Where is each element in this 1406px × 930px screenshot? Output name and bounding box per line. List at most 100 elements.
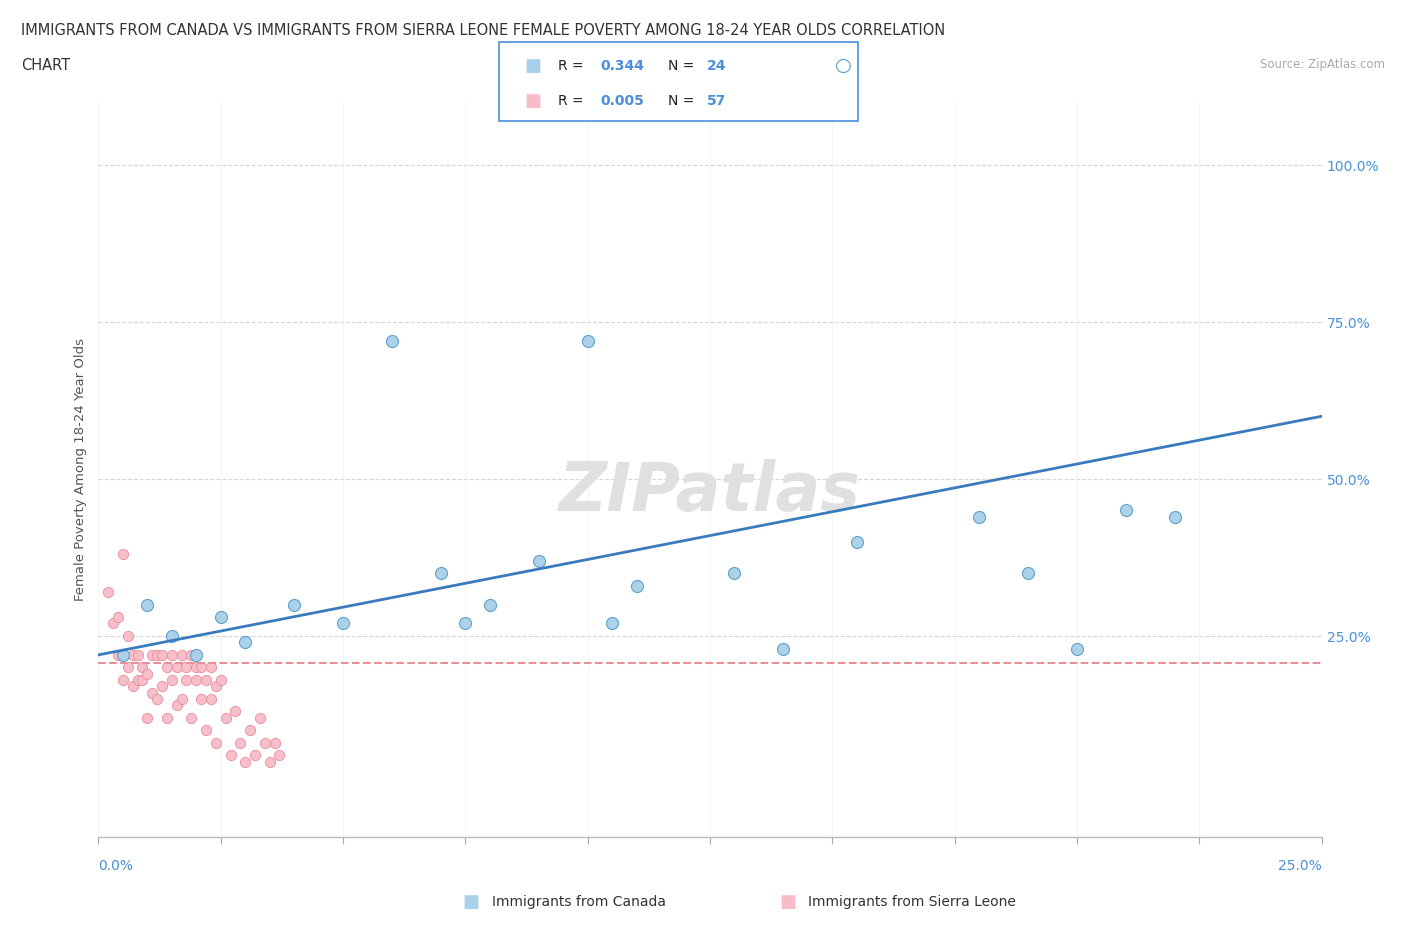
Point (772, 641, 794, 656)
Point (229, 736, 252, 751)
Point (1017, 565, 1039, 580)
Y-axis label: Female Poverty Among 18-24 Year Olds: Female Poverty Among 18-24 Year Olds (75, 339, 87, 601)
Point (176, 660, 198, 675)
Text: ■: ■ (779, 893, 796, 911)
Point (205, 679, 228, 694)
Point (195, 723, 218, 737)
Point (186, 660, 208, 675)
Point (186, 647, 208, 662)
Point (160, 672, 183, 687)
Point (131, 660, 153, 675)
Point (107, 647, 129, 662)
Point (1066, 641, 1088, 656)
Point (214, 711, 236, 725)
Text: N =: N = (668, 94, 699, 108)
Point (430, 565, 453, 580)
Point (527, 553, 550, 568)
Point (97, 585, 120, 600)
Point (166, 698, 188, 712)
Point (283, 597, 305, 612)
Point (263, 736, 285, 751)
Point (127, 647, 149, 662)
Point (111, 647, 134, 662)
Point (723, 565, 745, 580)
Point (195, 672, 218, 687)
Point (1115, 503, 1137, 518)
Point (146, 647, 169, 662)
Point (107, 610, 129, 625)
Point (136, 597, 159, 612)
Point (249, 711, 271, 725)
Point (478, 597, 501, 612)
Point (180, 711, 202, 725)
Text: ○: ○ (835, 56, 852, 75)
Text: Immigrants from Canada: Immigrants from Canada (492, 895, 666, 910)
Text: 0.005: 0.005 (600, 94, 644, 108)
Point (146, 691, 169, 706)
Point (141, 685, 163, 700)
Point (205, 736, 228, 751)
Point (111, 547, 134, 562)
Point (233, 754, 256, 769)
Point (117, 660, 139, 675)
Text: 25.0%: 25.0% (1278, 858, 1322, 872)
Point (156, 660, 179, 675)
Point (186, 672, 208, 687)
Point (233, 635, 256, 650)
Text: IMMIGRANTS FROM CANADA VS IMMIGRANTS FROM SIERRA LEONE FEMALE POVERTY AMONG 18-2: IMMIGRANTS FROM CANADA VS IMMIGRANTS FRO… (21, 23, 945, 38)
Point (454, 616, 477, 631)
Point (127, 672, 149, 687)
Text: 24: 24 (707, 59, 727, 73)
Point (160, 647, 183, 662)
Text: 57: 57 (707, 94, 727, 108)
Point (121, 647, 143, 662)
Point (136, 666, 159, 681)
Point (160, 629, 183, 644)
Text: R =: R = (558, 59, 588, 73)
Text: R =: R = (558, 94, 588, 108)
Point (176, 672, 198, 687)
Point (209, 672, 232, 687)
Point (117, 629, 139, 644)
Point (239, 723, 262, 737)
Point (259, 754, 281, 769)
Text: 0.344: 0.344 (600, 59, 644, 73)
Point (200, 691, 222, 706)
Point (243, 748, 266, 763)
Text: CHART: CHART (21, 58, 70, 73)
Point (131, 672, 153, 687)
Text: N =: N = (668, 59, 699, 73)
Point (170, 691, 193, 706)
Text: ■: ■ (524, 92, 541, 110)
Point (332, 616, 354, 631)
Point (150, 679, 173, 694)
Text: ■: ■ (524, 57, 541, 74)
Point (219, 748, 242, 763)
Point (156, 711, 179, 725)
Point (166, 660, 188, 675)
Point (224, 704, 246, 719)
Point (576, 334, 599, 349)
Point (190, 691, 212, 706)
Point (111, 672, 134, 687)
Text: Immigrants from Sierra Leone: Immigrants from Sierra Leone (808, 895, 1017, 910)
Point (150, 647, 173, 662)
Text: 0.0%: 0.0% (98, 858, 134, 872)
Point (1164, 510, 1187, 525)
Point (253, 736, 276, 751)
Point (626, 578, 648, 593)
Point (200, 660, 222, 675)
Point (269, 748, 291, 763)
Text: Source: ZipAtlas.com: Source: ZipAtlas.com (1260, 58, 1385, 71)
Point (141, 647, 163, 662)
Point (101, 616, 124, 631)
Text: ZIPatlas: ZIPatlas (560, 458, 860, 525)
Point (845, 535, 868, 550)
Point (190, 660, 212, 675)
Point (967, 510, 990, 525)
Point (209, 610, 232, 625)
Point (121, 679, 143, 694)
Point (180, 647, 202, 662)
Text: ■: ■ (463, 893, 479, 911)
Point (600, 616, 623, 631)
